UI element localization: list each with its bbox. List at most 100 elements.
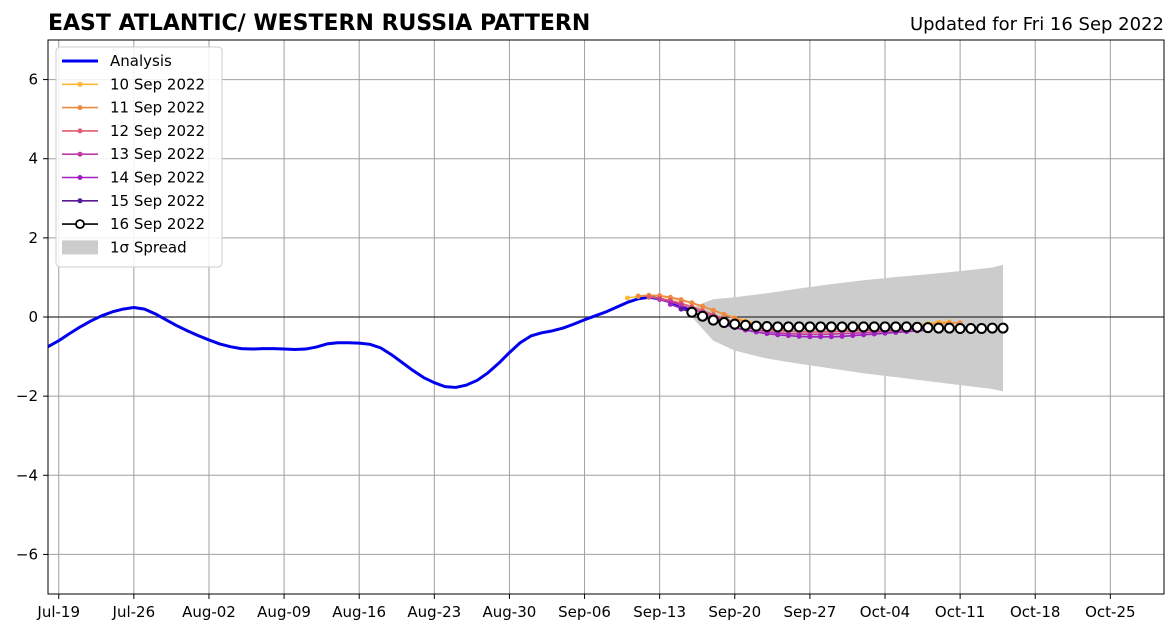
point-16-sep-2022 [890,321,902,333]
point-16-sep-2022 [836,321,848,333]
x-tick-label: Aug-30 [483,603,537,621]
legend-marker-13-sep-2022 [77,151,83,157]
point-14-sep-2022 [871,331,877,337]
x-tick-label: Aug-23 [407,603,461,621]
point-16-sep-2022 [793,321,805,333]
point-16-sep-2022 [697,310,709,322]
series-lines [47,292,1009,389]
point-14-sep-2022 [785,333,791,339]
x-tick-label: Oct-18 [1010,603,1060,621]
point-16-sep-2022 [782,321,794,333]
point-16-sep-2022 [954,322,966,334]
y-tick-label: 6 [28,71,38,89]
x-tick-label: Oct-11 [935,603,985,621]
legend-box [55,46,223,268]
point-16-sep-2022 [750,320,762,332]
legend-label-11-sep-2022: 11 Sep 2022 [110,99,205,117]
point-16-sep-2022 [804,321,816,333]
point-16-sep-2022 [911,321,923,333]
point-11-sep-2022 [721,311,727,317]
point-16-sep-2022 [976,322,988,334]
legend-label-16-sep-2022: 16 Sep 2022 [110,215,205,233]
legend-label-14-sep-2022: 14 Sep 2022 [110,169,205,187]
point-16-sep-2022 [986,322,998,334]
legend-label-15-sep-2022: 15 Sep 2022 [110,192,205,210]
legend-marker-10-sep-2022 [77,81,83,87]
plot-frame [47,39,1165,595]
point-14-sep-2022 [775,332,781,338]
point-14-sep-2022 [818,334,824,340]
point-16-sep-2022 [858,321,870,333]
point-16-sep-2022 [922,322,934,334]
y-tick-label: 0 [28,308,38,326]
point-16-sep-2022 [933,322,945,334]
point-16-sep-2022 [772,321,784,333]
legend-label-analysis: Analysis [110,52,172,70]
x-tick-label: Aug-16 [332,603,386,621]
point-13-sep-2022 [657,297,663,303]
point-12-sep-2022 [646,294,652,300]
legend-marker-11-sep-2022 [77,105,83,111]
point-16-sep-2022 [815,321,827,333]
axes: Jul-19 Jul-26 Aug-02 Aug-09 Aug-16 Aug-23 Aug-… [16,39,1165,621]
point-16-sep-2022 [686,306,698,318]
point-16-sep-2022 [718,317,730,329]
y-tick-label: 4 [28,150,38,168]
point-16-sep-2022 [729,318,741,330]
legend-marker-14-sep-2022 [77,175,83,180]
point-16-sep-2022 [847,321,859,333]
point-16-sep-2022 [943,322,955,334]
point-14-sep-2022 [839,333,845,339]
point-16-sep-2022 [825,321,837,333]
legend-label-10-sep-2022: 10 Sep 2022 [110,75,205,93]
point-11-sep-2022 [689,300,695,306]
legend-marker-12-sep-2022 [77,128,83,134]
x-tick-label: Jul-19 [36,603,80,621]
point-14-sep-2022 [796,333,802,339]
y-tick-label: −6 [16,545,38,563]
x-tick-label: Oct-04 [860,603,910,621]
point-14-sep-2022 [807,334,813,340]
point-14-sep-2022 [764,331,770,337]
legend-label-12-sep-2022: 12 Sep 2022 [110,122,205,140]
x-tick-label: Sep-27 [783,603,836,621]
point-14-sep-2022 [850,333,856,339]
point-11-sep-2022 [710,307,716,313]
legend-label-13-sep-2022: 13 Sep 2022 [110,145,205,163]
point-16-sep-2022 [900,321,912,333]
updated-date: Updated for Fri 16 Sep 2022 [910,14,1164,35]
y-tick-label: 2 [28,229,38,247]
point-16-sep-2022 [965,322,977,334]
point-11-sep-2022 [635,293,641,299]
point-14-sep-2022 [667,301,673,307]
point-15-sep-2022 [678,306,684,312]
point-16-sep-2022 [997,322,1009,334]
x-tick-label: Sep-20 [708,603,761,621]
x-tick-label: Sep-13 [633,603,686,621]
series-line-13-sep-2022 [659,298,950,336]
x-tick-label: Aug-09 [257,603,311,621]
legend: Analysis 10 Sep 2022 11 Sep 2022 12 Sep 202… [55,46,223,268]
point-16-sep-2022 [740,319,751,331]
x-tick-label: Aug-02 [182,603,236,621]
x-tick-label: Oct-25 [1085,603,1135,621]
point-10-sep-2022 [624,295,630,301]
series-line-analysis [47,295,693,389]
point-11-sep-2022 [700,303,706,309]
y-tick-label: −2 [16,387,38,405]
legend-marker-15-sep-2022 [77,198,83,204]
point-16-sep-2022 [761,320,773,332]
chart-title: EAST ATLANTIC/ WESTERN RUSSIA PATTERN [48,11,590,36]
point-14-sep-2022 [828,334,834,340]
x-tick-label: Sep-06 [558,603,611,621]
point-16-sep-2022 [868,321,880,333]
legend-marker-16-sep-2022 [75,219,85,230]
x-tick-label: Jul-26 [112,603,156,621]
legend-swatch-1-spread [62,240,98,255]
legend-label-1-spread: 1σ Spread [110,238,187,256]
point-14-sep-2022 [861,332,867,338]
point-16-sep-2022 [879,321,891,333]
point-16-sep-2022 [707,314,719,326]
y-tick-label: −4 [16,466,38,484]
